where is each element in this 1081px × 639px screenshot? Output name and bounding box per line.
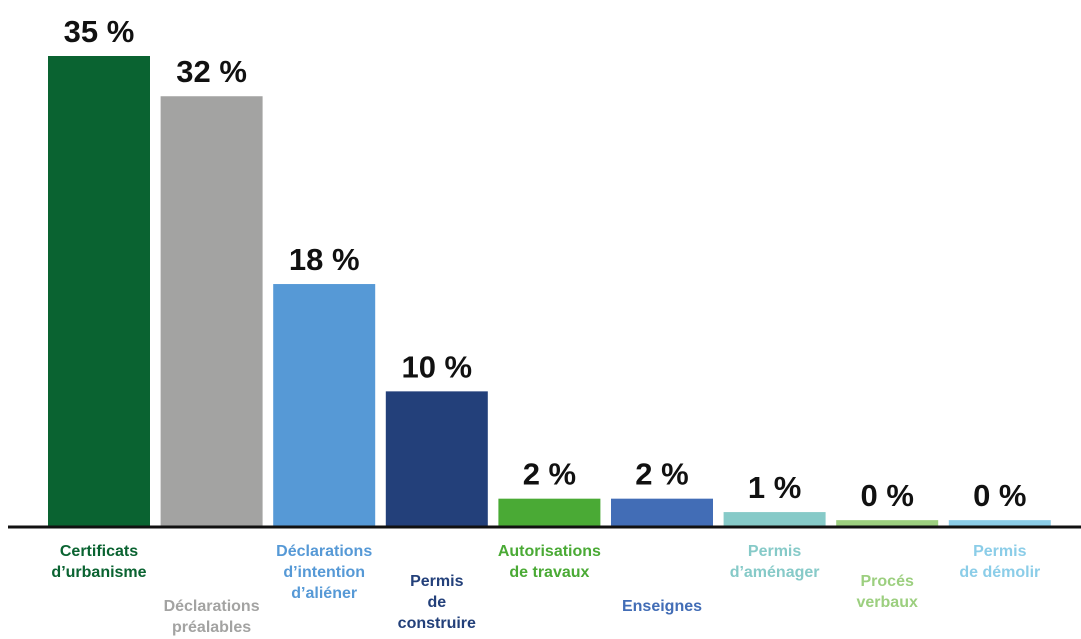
- bar: [160, 96, 263, 526]
- category-label: de: [427, 594, 446, 611]
- bar: [723, 512, 826, 526]
- value-label: 2 %: [523, 457, 576, 492]
- value-label: 1 %: [748, 470, 801, 505]
- bar: [48, 56, 150, 526]
- category-label: construire: [398, 615, 476, 632]
- value-label: 32 %: [176, 54, 247, 89]
- category-label: Certificats: [60, 543, 138, 560]
- bar: [498, 498, 601, 526]
- category-label: d’aliéner: [291, 585, 357, 602]
- category-label: Procés: [861, 573, 914, 590]
- bar: [385, 391, 488, 526]
- bar: [273, 284, 376, 526]
- category-label: Enseignes: [622, 598, 702, 615]
- value-label: 0 %: [860, 478, 913, 513]
- category-label: Permis: [973, 543, 1026, 560]
- category-label: d’aménager: [730, 564, 820, 581]
- value-label: 10 %: [401, 349, 472, 384]
- category-label: Permis: [748, 543, 801, 560]
- category-label: Déclarations: [276, 543, 372, 560]
- category-label: préalables: [172, 619, 251, 636]
- bar: [948, 520, 1051, 526]
- category-label: Permis: [410, 573, 463, 590]
- bar: [611, 498, 713, 526]
- category-label: Autorisations: [498, 543, 601, 560]
- category-label: verbaux: [857, 594, 918, 611]
- bar: [836, 520, 939, 526]
- category-label: d’urbanisme: [51, 564, 146, 581]
- value-label: 0 %: [973, 478, 1026, 513]
- category-label: Déclarations: [164, 598, 260, 615]
- category-label: de démolir: [959, 564, 1040, 581]
- value-label: 2 %: [635, 457, 688, 492]
- value-label: 35 %: [64, 14, 135, 49]
- category-label: de travaux: [509, 564, 589, 581]
- value-label: 18 %: [289, 242, 360, 277]
- category-label: d’intention: [283, 564, 365, 581]
